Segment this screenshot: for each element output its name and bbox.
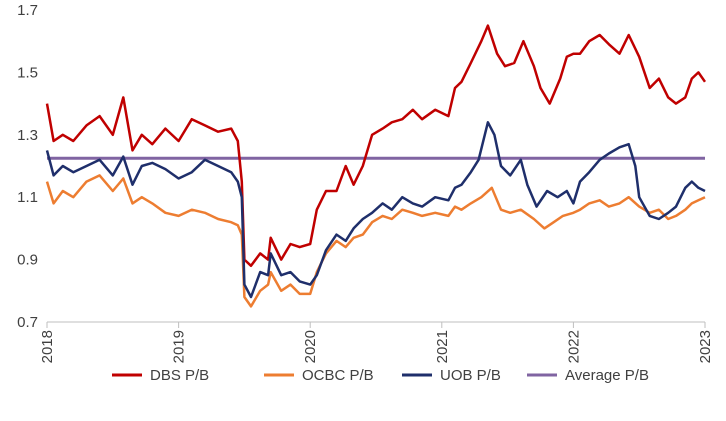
plot-area [45, 24, 707, 308]
x-tick-label: 2022 [565, 330, 582, 363]
x-tick-label: 2019 [171, 330, 188, 363]
y-tick-label: 1.3 [17, 127, 38, 144]
y-tick-label: 0.9 [17, 252, 38, 269]
series-line-dbs-p-b [45, 24, 707, 268]
legend: DBS P/B OCBC P/B UOB P/B Average P/B [112, 367, 649, 384]
y-tick-label: 0.7 [17, 314, 38, 331]
series-line-ocbc-p-b [45, 174, 706, 308]
legend-label: Average P/B [565, 367, 649, 384]
x-tick-label: 2018 [39, 330, 56, 363]
x-tick-label: 2021 [434, 330, 451, 363]
y-tick-label: 1.1 [17, 189, 38, 206]
y-tick-label: 1.7 [17, 2, 38, 19]
x-tick-label: 2020 [302, 330, 319, 363]
axes: 0.7 0.9 1.1 1.3 1.5 1.7 2018 2019 2020 2021 2022 20… [17, 2, 714, 363]
legend-label: UOB P/B [440, 367, 501, 384]
y-tick-label: 1.5 [17, 64, 38, 81]
series-line-uob-p-b [45, 121, 706, 299]
legend-label: DBS P/B [150, 367, 209, 384]
x-tick-label: 2023 [697, 330, 714, 363]
legend-label: OCBC P/B [302, 367, 374, 384]
